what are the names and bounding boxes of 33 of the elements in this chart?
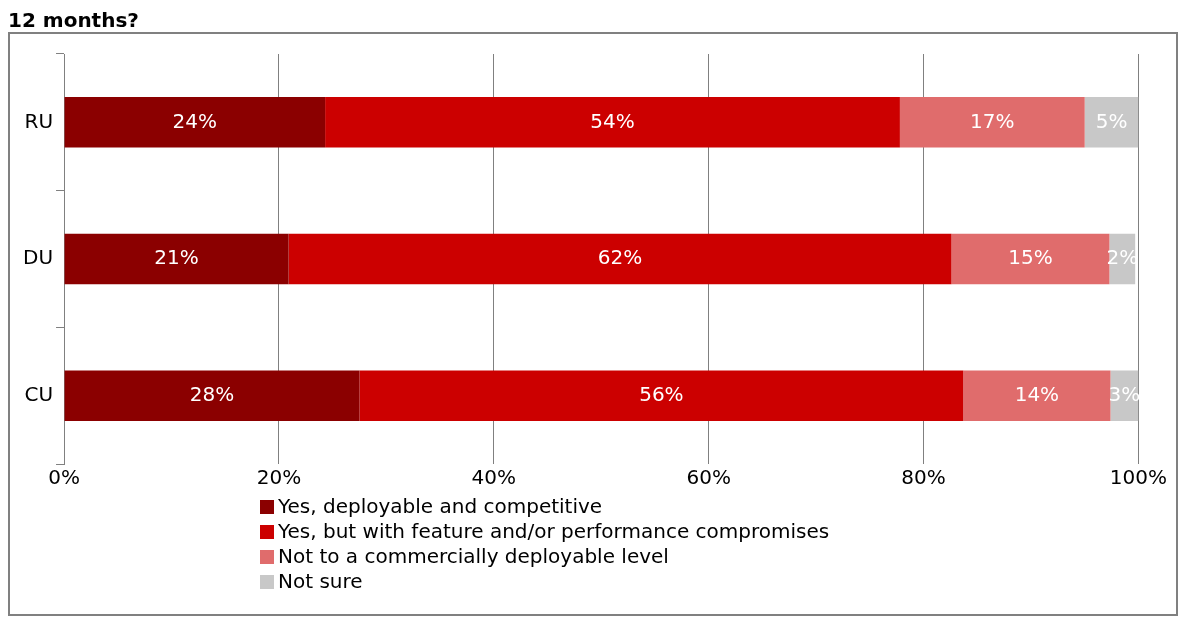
x-tick-label: 20%: [256, 465, 302, 490]
bar: [951, 233, 1110, 285]
data-label: 62%: [597, 245, 643, 270]
bar: [325, 97, 900, 148]
data-label: 14%: [1014, 381, 1060, 406]
legend-label: Yes, deployable and competitive: [278, 494, 603, 519]
bar: [64, 97, 326, 148]
data-label: 17%: [970, 108, 1015, 133]
data-label: 15%: [1008, 245, 1053, 270]
x-tick-label: 60%: [686, 465, 731, 490]
bar: [64, 370, 360, 421]
bar: [288, 233, 952, 285]
data-label: 54%: [590, 108, 635, 133]
y-tick-label: DU: [22, 245, 54, 270]
data-label: 28%: [189, 381, 235, 406]
bar: [359, 370, 964, 421]
x-tick-label: 80%: [901, 465, 946, 490]
x-tick-label: 0%: [48, 465, 80, 490]
legend-label: Yes, but with feature and/or performance compromises: [278, 519, 830, 544]
bar: [64, 233, 289, 285]
y-tick-label: RU: [24, 108, 54, 133]
data-label: 21%: [154, 245, 199, 270]
x-tick-label: 40%: [471, 465, 517, 490]
y-tick-label: CU: [24, 381, 54, 406]
legend-label: Not sure: [278, 569, 363, 594]
data-label: 24%: [172, 108, 218, 133]
chart-title: 12 months?: [8, 8, 140, 32]
bar: [963, 370, 1111, 421]
data-label: 56%: [639, 381, 684, 406]
legend-label: Not to a commercially deployable level: [278, 544, 669, 569]
x-tick-label: 100%: [1109, 465, 1167, 490]
bar: [1084, 97, 1139, 148]
bar: [899, 97, 1085, 148]
